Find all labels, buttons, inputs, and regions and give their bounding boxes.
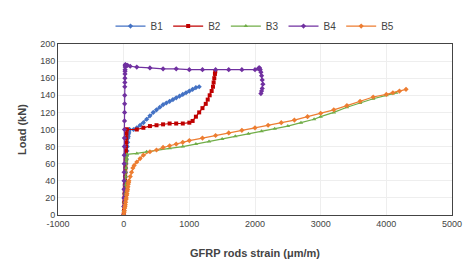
svg-text:120: 120 [40,108,55,118]
svg-text:100: 100 [40,125,55,135]
svg-text:B1: B1 [151,21,164,32]
svg-text:3000: 3000 [311,219,331,229]
svg-text:B3: B3 [266,21,279,32]
svg-text:5000: 5000 [442,219,462,229]
svg-text:20: 20 [45,193,55,203]
svg-text:0: 0 [50,210,55,220]
svg-text:-1000: -1000 [46,219,69,229]
svg-text:B5: B5 [381,21,394,32]
svg-text:180: 180 [40,56,55,66]
svg-text:60: 60 [45,159,55,169]
svg-text:2000: 2000 [245,219,265,229]
svg-text:GFRP rods strain (μm/m): GFRP rods strain (μm/m) [190,247,320,259]
svg-text:4000: 4000 [376,219,396,229]
svg-text:Load (kN): Load (kN) [16,104,28,155]
svg-text:80: 80 [45,142,55,152]
svg-text:B2: B2 [208,21,221,32]
svg-text:40: 40 [45,176,55,186]
svg-text:140: 140 [40,90,55,100]
svg-text:200: 200 [40,39,55,49]
svg-text:1000: 1000 [179,219,199,229]
svg-text:0: 0 [121,219,126,229]
svg-text:B4: B4 [324,21,337,32]
svg-text:160: 160 [40,73,55,83]
